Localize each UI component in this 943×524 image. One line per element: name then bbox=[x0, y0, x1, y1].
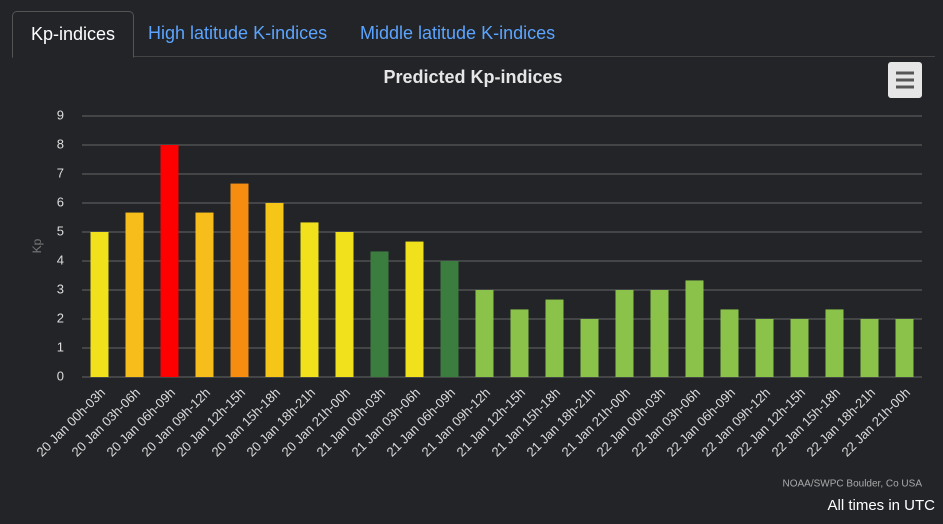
bar bbox=[195, 212, 214, 377]
y-tick-label: 4 bbox=[57, 252, 64, 267]
bar bbox=[230, 183, 249, 377]
bar bbox=[335, 232, 354, 377]
tab[interactable]: High latitude K-indices bbox=[148, 23, 328, 43]
bar bbox=[895, 319, 914, 377]
y-tick-label: 5 bbox=[57, 223, 64, 238]
bar bbox=[685, 280, 704, 377]
y-tick-label: 7 bbox=[57, 165, 64, 180]
y-tick-label: 3 bbox=[57, 281, 64, 296]
bar bbox=[300, 222, 319, 377]
bar bbox=[405, 241, 424, 377]
bar bbox=[615, 290, 634, 377]
footer-note: All times in UTC bbox=[827, 497, 935, 514]
tab-border bbox=[12, 56, 935, 57]
tab-bar: Kp-indices High latitude K-indices Middl… bbox=[0, 0, 943, 58]
y-tick-label: 9 bbox=[57, 107, 64, 122]
bar bbox=[160, 145, 179, 377]
bar bbox=[720, 309, 739, 377]
chart-title: Predicted Kp-indices bbox=[383, 67, 562, 87]
bar bbox=[755, 319, 774, 377]
y-tick-label: 6 bbox=[57, 194, 64, 209]
bar bbox=[440, 261, 459, 377]
y-tick-label: 2 bbox=[57, 310, 64, 325]
bar bbox=[265, 203, 284, 377]
bar bbox=[125, 212, 144, 377]
bar bbox=[545, 299, 564, 377]
bar bbox=[790, 319, 809, 377]
bar bbox=[650, 290, 669, 377]
tab[interactable]: Middle latitude K-indices bbox=[360, 23, 556, 43]
bar bbox=[510, 309, 529, 377]
y-axis-label: Kp bbox=[30, 238, 44, 253]
bar bbox=[370, 251, 389, 377]
y-tick-label: 0 bbox=[57, 368, 64, 383]
bar bbox=[825, 309, 844, 377]
bar bbox=[475, 290, 494, 377]
bar bbox=[580, 319, 599, 377]
tab[interactable]: Kp-indices bbox=[12, 11, 135, 58]
credits: NOAA/SWPC Boulder, Co USA bbox=[783, 479, 923, 490]
y-tick-label: 8 bbox=[57, 136, 64, 151]
bar bbox=[90, 232, 109, 377]
y-tick-label: 1 bbox=[57, 339, 64, 354]
bar bbox=[860, 319, 879, 377]
menu-icon bbox=[896, 71, 914, 89]
